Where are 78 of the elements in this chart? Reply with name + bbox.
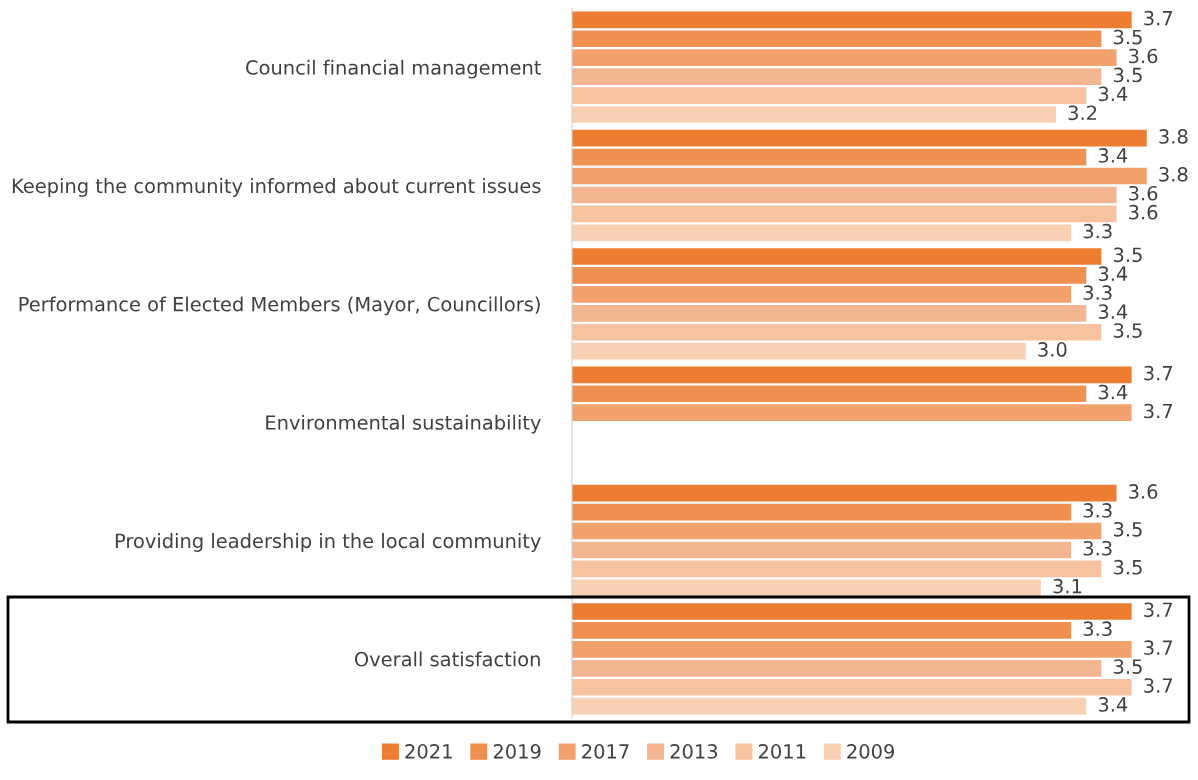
y-tick-label: Overall satisfaction [354,651,540,667]
data-label: 3.3 [1083,223,1112,239]
bar [572,148,1087,166]
data-label: 3.1 [1053,578,1082,594]
bar [572,30,1102,48]
bar [572,404,1132,422]
bar [572,224,1072,242]
data-label: 3.5 [1113,29,1142,45]
bar [572,49,1117,67]
bar [572,366,1132,384]
y-tick-label: Environmental sustainability [266,414,541,434]
bar [572,541,1072,559]
bar [572,106,1057,123]
bar [572,286,1072,303]
data-label: 3.7 [1144,602,1173,618]
data-label: 3.3 [1083,540,1112,556]
data-label: 3.3 [1083,503,1112,518]
legend-label: 2017 [582,744,629,759]
data-label: 3.7 [1144,640,1173,656]
data-label: 3.5 [1113,659,1142,674]
data-label: 3.4 [1098,697,1128,712]
data-label: 3.5 [1113,67,1142,83]
data-label: 3.7 [1144,365,1173,381]
data-label: 3.0 [1038,342,1067,357]
legend-label: 2021 [405,744,452,759]
data-label: 3.6 [1129,48,1158,64]
y-tick-label: Keeping the community informed about current issues [12,178,541,197]
bar [572,579,1041,597]
data-label: 3.2 [1068,105,1097,121]
data-label: 3.3 [1083,621,1112,637]
bar [572,323,1102,341]
bar [572,678,1132,696]
legend-label: 2009 [847,744,895,759]
bar [572,641,1132,658]
bar [572,267,1087,284]
data-label: 3.3 [1083,285,1112,301]
data-label: 3.4 [1098,266,1128,282]
bar [572,622,1072,639]
data-label: 3.6 [1129,185,1158,201]
bar [572,503,1072,521]
data-label: 3.4 [1098,304,1128,319]
data-label: 3.7 [1144,678,1173,693]
data-label: 3.5 [1113,521,1142,537]
y-tick-label: Council financial management [246,59,541,79]
bar [572,129,1147,147]
y-tick-label: Providing leadership in the local community [115,533,541,552]
data-label: 3.5 [1113,323,1142,338]
bar [572,304,1087,322]
legend-label: 2013 [670,744,718,759]
y-tick-label: Performance of Elected Members (Mayor, Councillors) [19,296,540,316]
data-label: 3.7 [1144,10,1173,26]
bar [572,11,1132,29]
bar [572,659,1102,677]
legend-label: 2019 [493,744,541,759]
data-label: 3.7 [1144,403,1173,419]
bar [572,248,1102,265]
bar [572,484,1117,502]
bar [572,68,1102,85]
data-label: 3.8 [1159,166,1188,182]
bar [572,603,1132,620]
legend-label: 2011 [758,744,806,759]
data-label: 3.4 [1098,384,1128,400]
bar [572,697,1087,715]
data-label: 3.5 [1113,559,1142,575]
bar [572,560,1102,578]
data-label: 3.8 [1159,129,1188,144]
data-label: 3.6 [1129,204,1158,220]
bar [572,87,1087,104]
bar [572,167,1147,185]
data-label: 3.4 [1098,148,1128,163]
bar [572,186,1117,204]
data-label: 3.6 [1129,484,1158,499]
data-label: 3.4 [1098,86,1128,102]
data-label: 3.5 [1113,247,1142,263]
bar [572,205,1117,223]
bar [572,522,1102,540]
bar [572,385,1087,403]
bar [572,342,1026,360]
